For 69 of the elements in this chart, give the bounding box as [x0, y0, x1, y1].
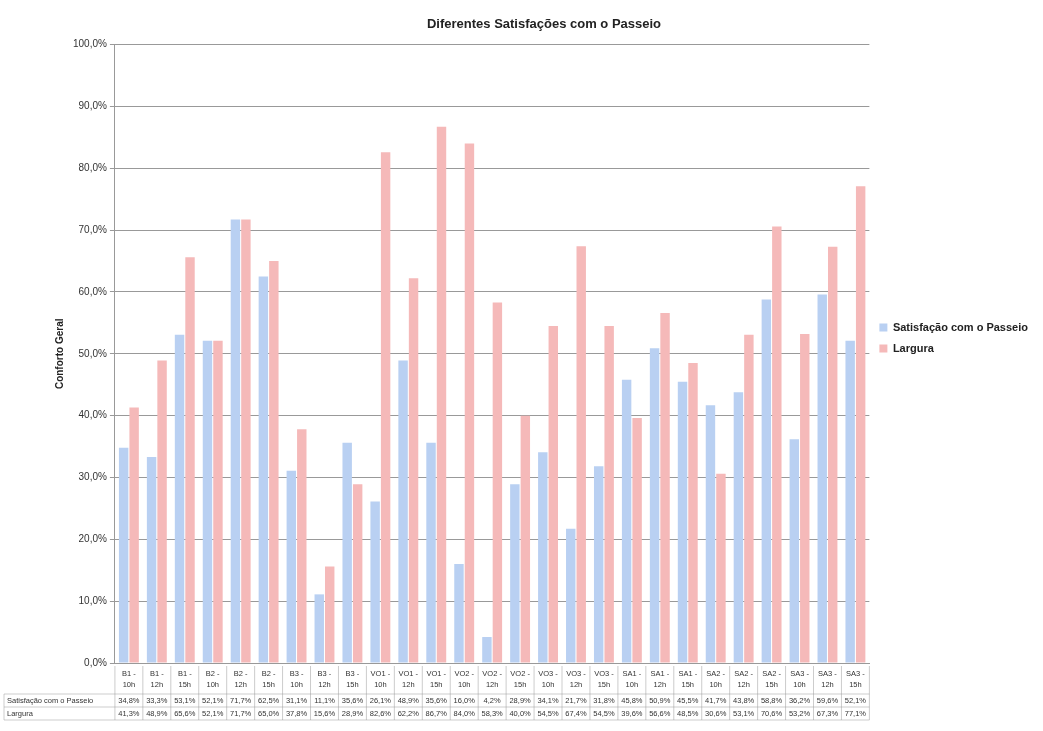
y-tick-label: 40,0% [78, 409, 108, 421]
y-axis-title: Conforto Geral [53, 318, 65, 390]
bar [510, 484, 520, 663]
bar [538, 452, 548, 663]
y-tick-label: 100,0% [72, 38, 108, 50]
bar [576, 246, 586, 663]
bar [492, 302, 503, 663]
bar [213, 340, 223, 663]
bar [269, 261, 279, 663]
bar [482, 637, 492, 663]
bar [398, 360, 408, 663]
bar [426, 442, 436, 663]
bar [314, 594, 324, 663]
bar [855, 186, 866, 663]
bar [342, 442, 352, 663]
bar [129, 407, 139, 663]
bar [827, 246, 838, 663]
y-tick-label: 30,0% [78, 471, 108, 483]
bar [744, 334, 754, 663]
bar [800, 334, 810, 663]
bar [454, 564, 464, 663]
bar [817, 294, 827, 663]
bar [146, 457, 157, 663]
bar [789, 439, 799, 663]
bar [621, 379, 632, 663]
bar [705, 405, 716, 663]
bar [185, 257, 195, 663]
chart-title: Diferentes Satisfações com o Passeio [426, 16, 662, 32]
bar [677, 381, 688, 663]
bar [174, 334, 185, 663]
y-tick-label: 0,0% [84, 656, 108, 668]
bar [370, 501, 380, 663]
y-tick-label: 90,0% [78, 100, 108, 112]
bar [632, 418, 642, 663]
bar [593, 466, 604, 663]
bar [688, 363, 698, 663]
bar [660, 312, 670, 663]
bar [286, 470, 297, 663]
y-tick-label: 80,0% [78, 162, 108, 174]
bar [380, 152, 391, 663]
y-tick-label: 10,0% [78, 594, 108, 606]
bar [845, 340, 855, 663]
bar [520, 415, 531, 663]
bar [408, 278, 419, 663]
bar [241, 219, 251, 663]
bar [157, 360, 167, 663]
bar [325, 566, 335, 663]
bar [772, 226, 782, 663]
bar [352, 484, 363, 663]
legend-label: Satisfação com o Passeio [892, 320, 1029, 333]
bar [118, 447, 129, 663]
bar [436, 126, 447, 663]
bar [548, 325, 558, 663]
bar [297, 429, 307, 663]
bar [566, 528, 576, 663]
bar [202, 340, 213, 663]
legend-label: Largura [892, 341, 935, 354]
bar [258, 276, 269, 663]
bar [716, 473, 726, 663]
bar [761, 299, 772, 663]
bar [649, 348, 660, 663]
y-tick-label: 50,0% [78, 347, 108, 359]
y-tick-label: 70,0% [78, 223, 108, 235]
y-tick-label: 20,0% [78, 533, 108, 545]
bar [604, 325, 614, 663]
bar [230, 219, 241, 663]
bar [464, 143, 475, 663]
bar [733, 392, 744, 663]
y-tick-label: 60,0% [78, 285, 108, 297]
